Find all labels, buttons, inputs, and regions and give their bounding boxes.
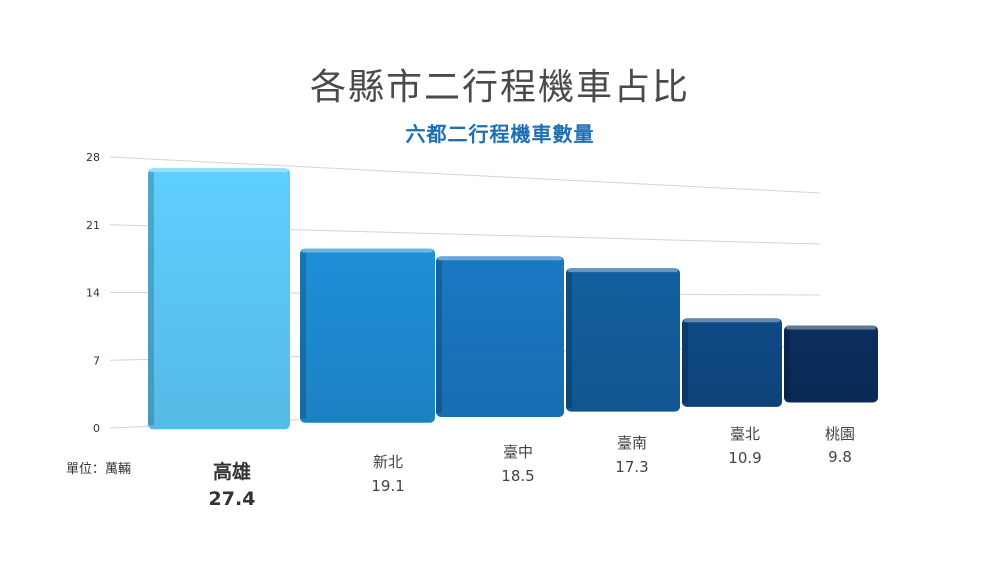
bar-edge — [436, 260, 442, 413]
chart-title: 各縣市二行程機車占比 — [309, 67, 690, 108]
value-label: 9.8 — [828, 448, 852, 466]
value-label: 27.4 — [209, 488, 256, 510]
bar-edge — [784, 329, 790, 399]
value-label: 17.3 — [615, 458, 648, 476]
bar-edge — [566, 272, 572, 408]
bar-labels: 高雄 27.4 新北 19.1 臺中 18.5 臺南 17.3 臺北 10.9 桃園 9.8 — [209, 425, 855, 510]
y-tick-label: 0 — [93, 422, 100, 435]
category-label: 臺南 — [617, 434, 647, 452]
category-label: 桃園 — [825, 425, 855, 443]
bar-edge — [300, 252, 306, 419]
category-label: 新北 — [373, 453, 403, 471]
bar-shade — [300, 248, 435, 423]
bar-shade — [148, 168, 290, 430]
value-label: 18.5 — [501, 467, 534, 485]
bars — [148, 168, 878, 430]
category-label: 臺北 — [730, 425, 760, 443]
bar-shade — [566, 268, 680, 412]
y-tick-label: 21 — [86, 219, 100, 232]
bar-top — [786, 325, 876, 330]
bar-top — [150, 168, 288, 173]
unit-label: 單位：萬輛 — [66, 462, 132, 477]
y-axis-ticks: 0 7 14 21 28 — [86, 151, 100, 435]
bar-shade — [784, 325, 878, 403]
y-tick-label: 14 — [86, 287, 100, 300]
bar-edge — [148, 172, 154, 426]
bar-top — [302, 248, 433, 253]
bar-top — [568, 268, 678, 273]
grid-line — [109, 156, 821, 194]
category-label: 高雄 — [213, 460, 251, 483]
y-tick-label: 7 — [93, 354, 100, 367]
category-label: 臺中 — [503, 443, 533, 461]
y-tick-label: 28 — [86, 151, 100, 164]
bar-shade — [682, 318, 782, 407]
bar-shade — [436, 256, 564, 417]
chart-subtitle: 六都二行程機車數量 — [405, 122, 595, 146]
bar-top — [438, 256, 562, 261]
value-label: 19.1 — [371, 477, 404, 495]
value-label: 10.9 — [728, 449, 761, 467]
bar-edge — [682, 322, 688, 403]
bar-top — [684, 318, 780, 323]
